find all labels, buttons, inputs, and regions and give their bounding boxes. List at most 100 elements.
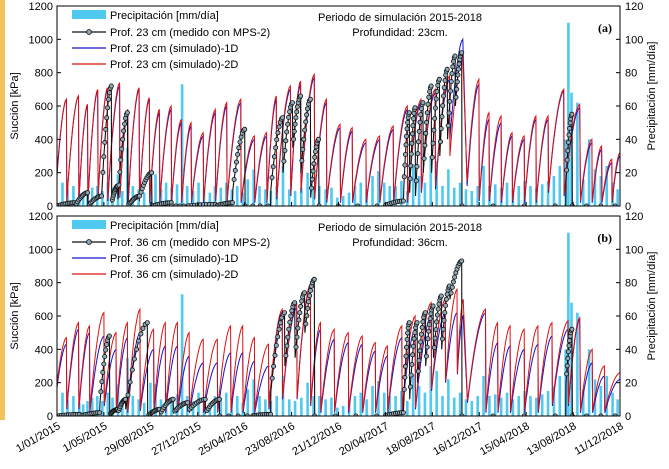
measured-point: [402, 162, 408, 168]
precipitation-bar: [359, 392, 363, 416]
precipitation-bar: [142, 192, 146, 206]
precipitation-bar: [101, 401, 104, 416]
precipitation-bar: [458, 392, 462, 416]
measured-point: [413, 178, 419, 184]
measured-point: [289, 308, 295, 314]
precipitation-bar: [394, 396, 397, 416]
precipitation-bar: [197, 182, 200, 206]
measured-point: [202, 396, 208, 402]
measured-point: [426, 94, 432, 100]
legend-swatch-precipitation: [72, 220, 106, 229]
measured-point: [121, 128, 127, 134]
precipitation-bar: [180, 84, 184, 206]
measured-point: [307, 288, 313, 294]
precipitation-bar: [605, 376, 609, 416]
measured-point: [407, 176, 413, 182]
ytick-right-label: 0: [625, 411, 631, 423]
precipitation-bar: [159, 189, 163, 206]
measured-point: [297, 310, 303, 316]
precipitation-bar: [86, 401, 89, 416]
measured-point: [437, 139, 443, 145]
panel-b: 0 200 400 600 800 1000 1200 0 20 40 60 80 100 120 Succ…: [9, 211, 658, 423]
precipitation-bar: [81, 194, 85, 206]
ytick-left-label: 200: [35, 168, 53, 180]
measured-point: [418, 106, 424, 112]
measured-point: [303, 119, 309, 125]
panel-a: 0 200 400 600 800 1000 1200 0 20 40 60 80 100 120 Succ…: [9, 1, 658, 213]
measured-point: [566, 343, 572, 349]
precipitation-bar: [488, 396, 491, 416]
measured-point: [106, 333, 112, 339]
measured-point: [412, 330, 418, 336]
measured-point: [270, 164, 276, 170]
measured-point: [569, 326, 575, 332]
measured-point: [273, 145, 279, 151]
precipitation-bar: [552, 176, 556, 206]
panel-label: (b): [597, 231, 612, 245]
measured-point: [107, 90, 113, 96]
precipitation-bar: [406, 401, 409, 416]
measured-point: [271, 363, 277, 369]
precipitation-bar: [101, 191, 104, 206]
measured-point: [434, 312, 440, 318]
precipitation-bar: [306, 172, 309, 206]
measured-point: [417, 119, 423, 125]
measured-point: [269, 375, 275, 381]
precipitation-bar: [423, 392, 427, 416]
precipitation-bar: [312, 186, 315, 206]
precipitation-bar: [353, 186, 357, 206]
measured-point: [567, 120, 573, 126]
precipitation-bar: [429, 156, 433, 206]
measured-point: [443, 72, 449, 78]
left-accent-strip: [0, 0, 5, 420]
precipitation-bar: [382, 182, 386, 206]
measured-point: [102, 353, 108, 359]
precipitation-bar: [605, 166, 609, 206]
measured-point: [409, 140, 415, 146]
precipitation-bar: [180, 294, 184, 416]
measured-point: [104, 115, 110, 121]
precipitation-bar: [90, 187, 94, 206]
ytick-left-label: 400: [35, 344, 53, 356]
measured-point: [455, 66, 461, 72]
measured-point: [124, 110, 130, 116]
precipitation-bar: [546, 391, 550, 416]
precipitation-bar: [447, 379, 450, 416]
measured-point: [440, 103, 446, 109]
measured-point: [567, 338, 573, 344]
measured-point: [566, 132, 572, 138]
precipitation-bar: [287, 189, 291, 206]
measured-point: [108, 83, 114, 89]
measured-point: [415, 151, 421, 157]
measured-point: [293, 344, 299, 350]
measured-point: [216, 396, 222, 402]
measured-point: [275, 334, 281, 340]
measured-point: [422, 310, 428, 316]
measured-point: [445, 123, 451, 129]
xtick-label: 21/12/2016: [290, 420, 344, 458]
measured-point: [122, 396, 128, 402]
precipitation-bar: [336, 197, 339, 206]
measured-point: [439, 114, 445, 120]
measured-point: [306, 299, 312, 305]
measured-point: [308, 185, 314, 191]
ytick-left-label: 1000: [29, 244, 53, 256]
measured-point: [454, 86, 460, 92]
precipitation-bar: [330, 187, 333, 206]
measured-point: [408, 163, 414, 169]
precipitation-bar: [377, 381, 380, 416]
measured-point: [316, 136, 322, 142]
precipitation-bar: [529, 186, 532, 206]
precipitation-bar: [293, 401, 297, 416]
precipitation-bar: [535, 397, 538, 416]
precipitation-bar: [219, 397, 223, 416]
measured-point: [419, 324, 425, 330]
measured-point: [85, 190, 91, 196]
measured-point: [286, 114, 292, 120]
measured-point: [144, 320, 150, 326]
measured-point: [273, 342, 279, 348]
measured-point: [170, 396, 176, 402]
precipitation-bar: [175, 394, 179, 416]
measured-point: [431, 127, 437, 133]
measured-point: [456, 61, 462, 67]
